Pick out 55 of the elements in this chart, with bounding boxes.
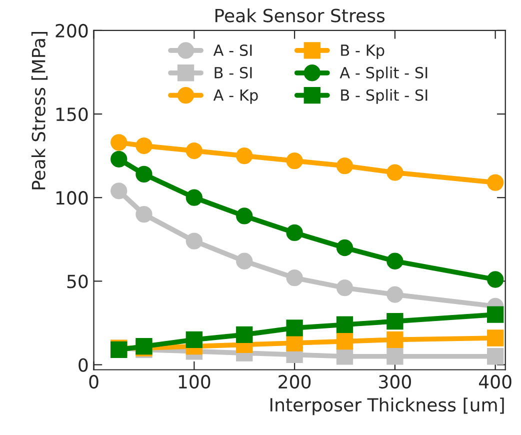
point <box>110 150 128 168</box>
chart-title: Peak Sensor Stress <box>215 8 385 22</box>
x-axis-title: Interposer Thickness [um] <box>270 398 504 416</box>
point <box>386 286 404 303</box>
legend-label: A - Kp <box>213 90 258 104</box>
x-tick-label: 0 <box>89 374 98 389</box>
legend-label: B - Kp <box>341 44 384 59</box>
y-tick-label: 50 <box>67 274 88 288</box>
point <box>236 252 253 270</box>
point <box>236 326 253 343</box>
point <box>286 152 303 170</box>
point <box>286 224 303 242</box>
x-tick-label: 300 <box>379 374 411 389</box>
x-tick-label: 100 <box>178 374 210 389</box>
point <box>386 252 404 270</box>
point <box>286 334 303 352</box>
y-axis-title: Peak Stress [MPa] <box>31 32 48 190</box>
point <box>186 142 202 160</box>
point <box>186 232 202 250</box>
point <box>386 164 404 181</box>
point <box>136 206 152 223</box>
point <box>336 348 354 365</box>
point <box>386 312 404 330</box>
point <box>386 331 404 348</box>
x-tick-label: 200 <box>278 374 311 389</box>
point <box>336 158 354 174</box>
point <box>186 331 202 348</box>
point <box>486 306 504 323</box>
point <box>136 137 152 154</box>
point <box>286 269 303 286</box>
point <box>486 330 504 346</box>
y-tick-label: 150 <box>56 107 88 122</box>
legend-label: A - SI <box>213 44 252 56</box>
point <box>110 134 128 151</box>
point <box>236 147 253 164</box>
point <box>136 166 152 183</box>
point <box>336 239 354 256</box>
point <box>486 271 504 288</box>
point <box>186 189 202 206</box>
point <box>336 280 354 296</box>
y-tick-label: 100 <box>56 191 88 205</box>
point <box>386 348 404 365</box>
legend-label: B - Split - SI <box>341 89 428 104</box>
legend-label: A - Split - SI <box>340 66 428 82</box>
point <box>486 348 504 365</box>
point <box>336 333 354 350</box>
y-tick-label: 0 <box>78 358 88 372</box>
point <box>336 316 354 333</box>
point <box>110 182 128 200</box>
point <box>486 174 504 191</box>
point <box>286 320 303 336</box>
legend-label: B - SI <box>214 66 252 78</box>
y-tick-label: 200 <box>56 24 88 38</box>
x-tick-label: 400 <box>478 374 512 389</box>
point <box>236 208 253 224</box>
